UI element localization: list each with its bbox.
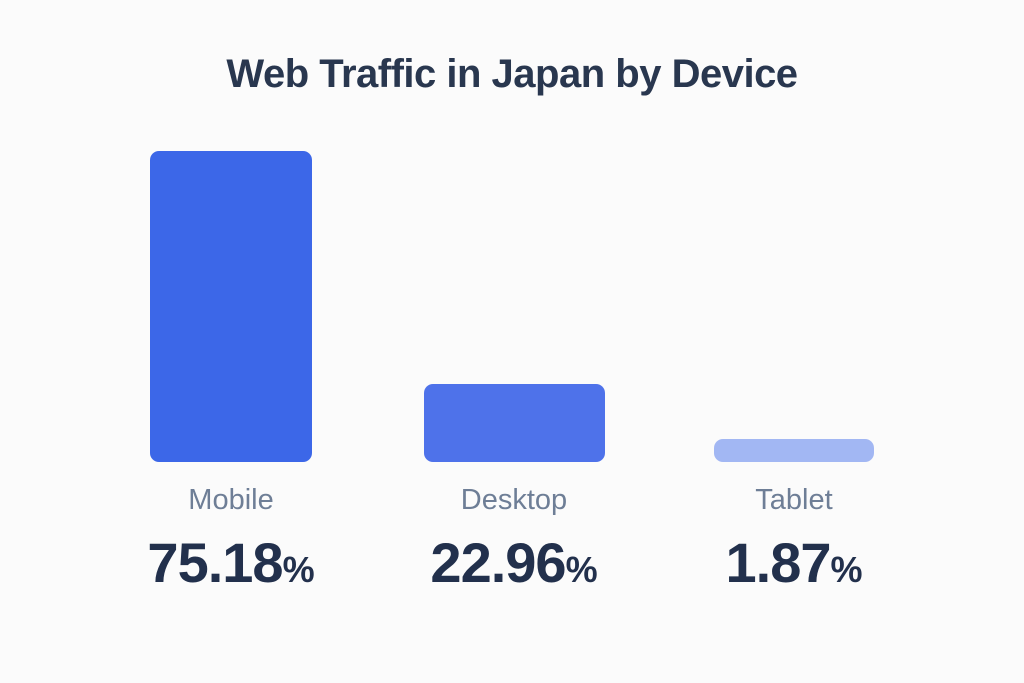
bar-tablet (714, 439, 874, 462)
category-label-tablet: Tablet (755, 484, 833, 516)
value-mobile: 75.18% (81, 532, 381, 601)
bar-area-mobile (81, 151, 381, 462)
value-number-tablet: 1.87 (725, 531, 831, 594)
bar-area-desktop (364, 151, 664, 462)
bar-column-desktop: Desktop 22.96% (364, 151, 664, 601)
bar-column-mobile: Mobile 75.18% (81, 151, 381, 601)
value-tablet: 1.87% (644, 532, 944, 601)
category-label-mobile: Mobile (188, 484, 274, 516)
value-desktop: 22.96% (364, 532, 664, 601)
percent-symbol-tablet: % (830, 549, 863, 590)
percent-symbol-desktop: % (565, 549, 598, 590)
bar-area-tablet (644, 151, 944, 462)
bar-mobile (150, 151, 312, 462)
value-number-mobile: 75.18 (147, 531, 283, 594)
percent-symbol-mobile: % (282, 549, 315, 590)
bar-column-tablet: Tablet 1.87% (644, 151, 944, 601)
category-label-desktop: Desktop (460, 484, 568, 516)
chart-title: Web Traffic in Japan by Device (226, 52, 798, 96)
bar-desktop (423, 384, 605, 462)
value-number-desktop: 22.96 (430, 531, 566, 594)
